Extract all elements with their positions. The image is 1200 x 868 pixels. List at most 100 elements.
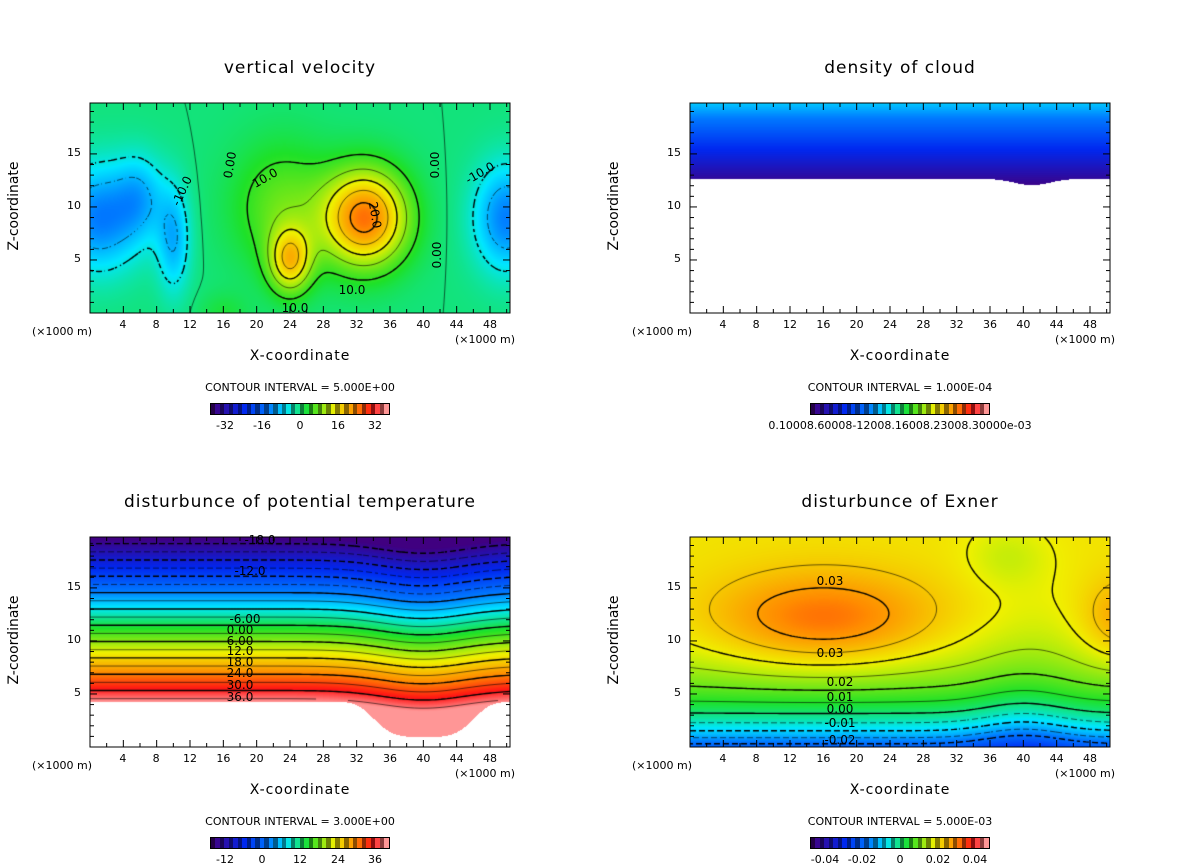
contour-label: -12.0 xyxy=(234,564,266,578)
x-tick-label: 40 xyxy=(416,318,431,331)
colorbar-swatch xyxy=(237,404,243,414)
colorbar-swatch xyxy=(264,404,269,414)
y-tick-label: 10 xyxy=(67,632,81,646)
x-tick-label: 28 xyxy=(916,752,931,765)
y-tick-label: 15 xyxy=(67,145,81,159)
x-tick-label: 32 xyxy=(349,318,364,331)
contour-label: 18.0 xyxy=(226,655,254,669)
colorbar-swatch xyxy=(877,838,882,848)
colorbar-swatch xyxy=(308,404,314,414)
colorbar-swatch xyxy=(926,838,931,848)
colorbar-swatch xyxy=(970,404,976,414)
x-tick-label: 8 xyxy=(752,752,760,765)
colorbar-swatch xyxy=(330,838,336,848)
plot-frame xyxy=(89,536,511,748)
plot-title: density of cloud xyxy=(824,58,976,78)
colorbar-swatch xyxy=(304,404,309,414)
colorbar-swatch xyxy=(304,838,309,848)
colorbar-swatch xyxy=(953,838,958,848)
contour-label: 10.0 xyxy=(338,283,366,297)
colorbar-tick: 36 xyxy=(368,853,382,866)
x-tick-label: 44 xyxy=(1049,318,1064,331)
plot-area xyxy=(89,102,511,314)
colorbar-swatch xyxy=(944,838,949,848)
colorbar-swatch xyxy=(979,404,985,414)
colorbar-swatch xyxy=(211,838,216,848)
colorbar-swatch xyxy=(904,838,909,848)
colorbar-swatch xyxy=(850,838,856,848)
colorbar-swatch xyxy=(299,838,305,848)
colorbar-tick: 24 xyxy=(331,853,345,866)
z-unit-label: (×1000 m) xyxy=(632,759,693,772)
colorbar-swatch xyxy=(961,838,967,848)
x-tick-label: 4 xyxy=(719,318,727,331)
colorbar-swatch xyxy=(957,838,962,848)
axes-frame xyxy=(89,102,511,314)
colorbar-swatch xyxy=(895,404,900,414)
colorbar-swatch xyxy=(961,404,967,414)
panel-density-of-cloud: density of cloud Z-coordinate X-coordinate… xyxy=(600,0,1200,434)
colorbar-swatch xyxy=(975,838,980,848)
contour-label: 0.00 xyxy=(428,151,442,179)
colorbar xyxy=(810,403,990,415)
colorbar-swatch xyxy=(330,404,336,414)
colorbar-tick: -16 xyxy=(253,419,271,432)
colorbar-swatch xyxy=(290,838,296,848)
x-tick-label: 36 xyxy=(383,318,397,331)
colorbar-swatch xyxy=(935,838,940,848)
colorbar-swatch xyxy=(913,404,918,414)
colorbar-swatch xyxy=(917,404,922,414)
colorbar-swatch xyxy=(317,838,322,848)
colorbar-swatch xyxy=(833,404,838,414)
colorbar-swatch xyxy=(890,838,896,848)
y-tick-label: 10 xyxy=(667,198,681,212)
plot-title: vertical velocity xyxy=(223,58,377,78)
y-axis-label: Z-coordinate xyxy=(6,161,22,251)
colorbar-swatch xyxy=(921,838,927,848)
colorbar-tick-labels: 0.10008.60008-12008.16008.23008.30000e-0… xyxy=(768,419,1032,432)
axes-frame xyxy=(689,102,1111,314)
colorbar-swatch xyxy=(286,838,291,848)
panel-disturbunce-of-potential-temperature: disturbunce of potential temperature Z-co… xyxy=(0,434,600,868)
x-tick-label: 28 xyxy=(316,318,331,331)
colorbar-swatch xyxy=(811,404,816,414)
x-unit-label: (×1000 m) xyxy=(1055,333,1116,346)
x-tick-label: 24 xyxy=(883,318,897,331)
colorbar-swatch xyxy=(833,838,838,848)
y-tick-label: 15 xyxy=(667,145,681,159)
colorbar-swatch xyxy=(379,838,385,848)
colorbar-swatch xyxy=(353,404,358,414)
colorbar-swatch xyxy=(366,404,371,414)
x-tick-label: 40 xyxy=(1016,318,1031,331)
colorbar-swatch xyxy=(348,838,353,848)
colorbar-swatch xyxy=(295,404,300,414)
colorbar-swatch xyxy=(842,838,847,848)
colorbar-swatch xyxy=(321,838,327,848)
colorbar-tick: 0.02 xyxy=(925,853,951,866)
colorbar-swatch xyxy=(361,838,367,848)
y-axis-label: Z-coordinate xyxy=(6,595,22,685)
colorbar-swatch xyxy=(824,838,829,848)
x-tick-label: 20 xyxy=(249,752,264,765)
colorbar-swatch xyxy=(366,838,371,848)
contour-label: 6.00 xyxy=(226,634,254,648)
colorbar-tick: 0.04 xyxy=(962,853,988,866)
colorbar-swatch xyxy=(317,404,322,414)
colorbar-swatch xyxy=(259,404,265,414)
colorbar-swatch xyxy=(211,404,216,414)
colorbar-swatch xyxy=(819,404,825,414)
colorbar-swatch xyxy=(828,404,834,414)
plot-area xyxy=(689,536,1111,748)
x-tick-label: 32 xyxy=(349,752,364,765)
colorbar-swatch xyxy=(268,404,274,414)
colorbar-swatch xyxy=(370,838,376,848)
colorbar-swatch xyxy=(873,404,878,414)
x-tick-label: 20 xyxy=(249,318,264,331)
colorbar-swatch xyxy=(886,838,891,848)
colorbar-swatch xyxy=(917,838,922,848)
colorbar-swatch xyxy=(273,404,278,414)
colorbar-swatch xyxy=(908,404,914,414)
colorbar-swatch xyxy=(948,404,953,414)
contour-label: 0.03 xyxy=(816,646,844,660)
